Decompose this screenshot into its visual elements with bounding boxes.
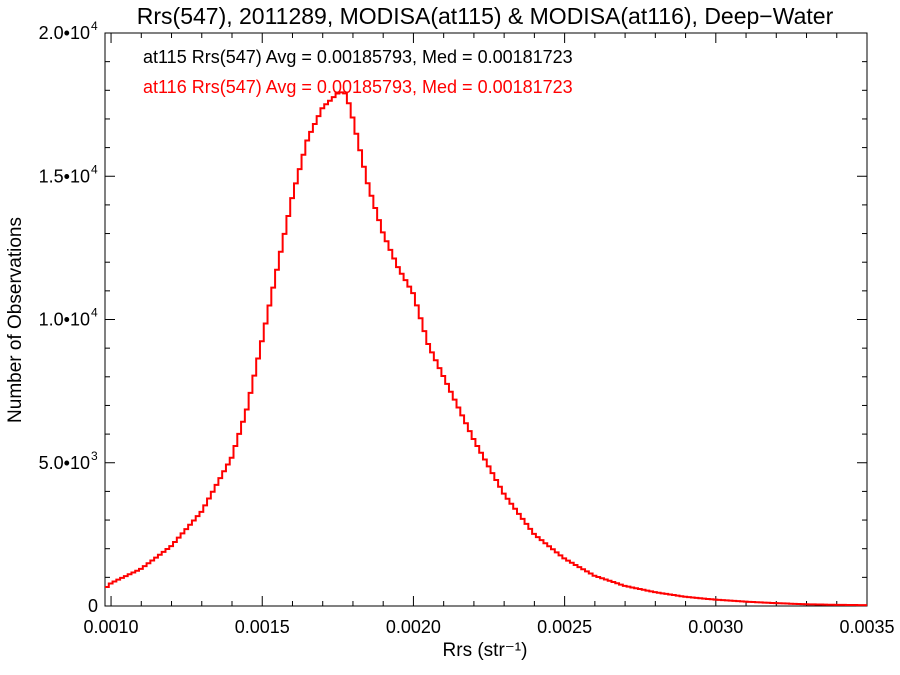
y-tick-label: 5.0•10 [39, 453, 90, 473]
y-tick-label: 2.0•10 [39, 23, 90, 43]
y-tick-label: 1.5•10 [39, 166, 90, 186]
plot-frame [104, 32, 868, 607]
y-tick-label: 1.0•10 [39, 310, 90, 330]
series-line-at116 [105, 91, 867, 607]
stat-label-at116: at116 Rrs(547) Avg = 0.00185793, Med = 0… [143, 77, 573, 97]
y-tick-exponent: 4 [91, 19, 98, 33]
y-tick-exponent: 4 [91, 162, 98, 176]
y-axis-label: Number of Observations [5, 217, 26, 423]
x-tick-label: 0.0025 [537, 617, 592, 637]
plot-area: 0.0010 0.0015 0.0020 0.0025 0.0030 0.0035 0 5.0… [39, 19, 895, 637]
x-tick-label: 0.0015 [235, 617, 290, 637]
x-tick-label: 0.0010 [84, 617, 139, 637]
x-axis-label: Rrs (str⁻¹) [443, 640, 528, 661]
x-tick-label: 0.0035 [839, 617, 894, 637]
y-tick-exponent: 4 [91, 306, 98, 320]
y-tick-label: 0 [88, 596, 98, 616]
chart-title: Rrs(547), 2011289, MODISA(at115) & MODIS… [137, 3, 834, 29]
stat-label-at115: at115 Rrs(547) Avg = 0.00185793, Med = 0… [143, 47, 573, 67]
x-tick-label: 0.0020 [386, 617, 441, 637]
x-tick-label: 0.0030 [688, 617, 743, 637]
y-tick-exponent: 3 [91, 449, 98, 463]
